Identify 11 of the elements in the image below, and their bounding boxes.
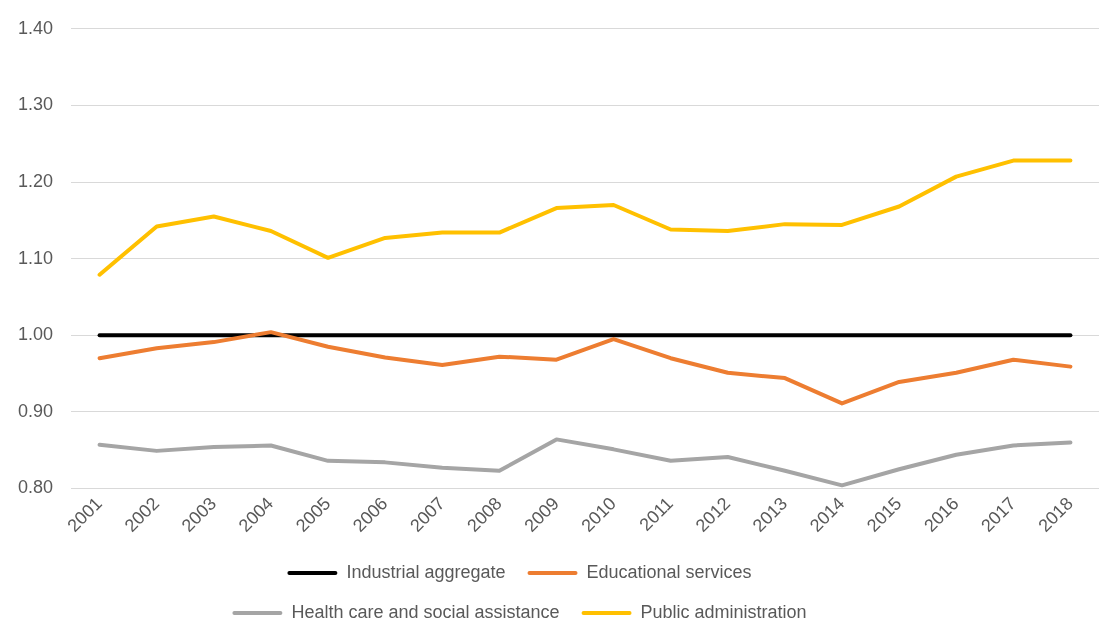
y-tick-label: 1.00	[17, 324, 54, 345]
legend-label: Educational services	[586, 561, 752, 582]
y-tick-label: 0.80	[17, 477, 54, 498]
y-tick-label: 1.20	[17, 170, 54, 191]
y-tick-label: 0.90	[17, 400, 54, 421]
y-tick-label: 1.10	[17, 247, 54, 268]
legend-label: Public administration	[640, 601, 807, 622]
y-tick-label: 1.30	[17, 94, 54, 115]
legend-label: Health care and social assistance	[291, 601, 560, 622]
legend-label: Industrial aggregate	[346, 561, 506, 582]
y-tick-label: 1.40	[17, 17, 54, 38]
